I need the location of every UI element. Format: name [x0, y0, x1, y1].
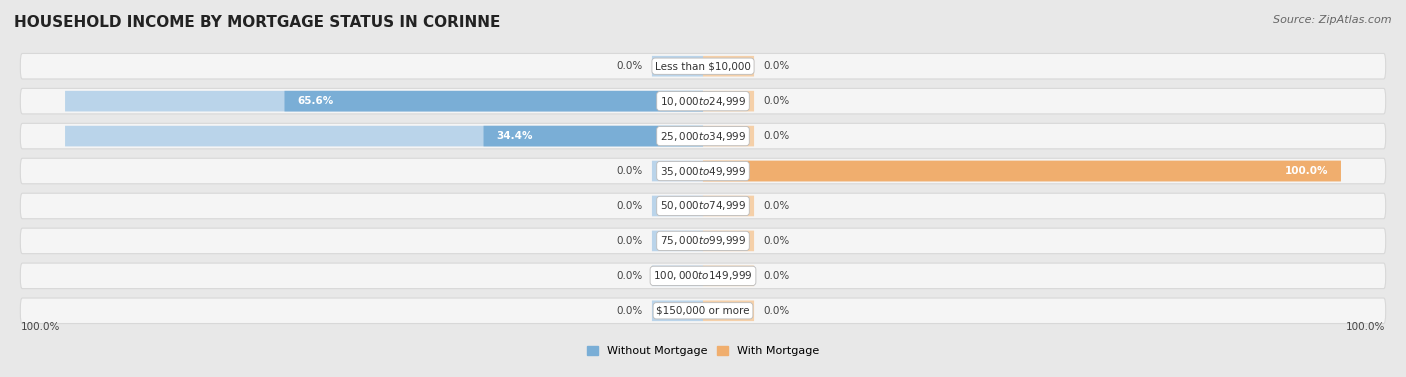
Legend: Without Mortgage, With Mortgage: Without Mortgage, With Mortgage	[582, 341, 824, 360]
Text: 0.0%: 0.0%	[616, 271, 643, 281]
FancyBboxPatch shape	[65, 126, 703, 146]
FancyBboxPatch shape	[703, 91, 754, 112]
FancyBboxPatch shape	[484, 126, 703, 146]
Text: 100.0%: 100.0%	[1346, 322, 1385, 333]
FancyBboxPatch shape	[652, 300, 703, 321]
FancyBboxPatch shape	[284, 91, 703, 112]
FancyBboxPatch shape	[65, 91, 703, 112]
FancyBboxPatch shape	[652, 196, 703, 216]
FancyBboxPatch shape	[20, 88, 1386, 114]
Text: 0.0%: 0.0%	[616, 61, 643, 71]
Text: $100,000 to $149,999: $100,000 to $149,999	[654, 269, 752, 282]
Text: 0.0%: 0.0%	[763, 236, 790, 246]
FancyBboxPatch shape	[20, 298, 1386, 323]
FancyBboxPatch shape	[703, 126, 754, 146]
Text: $150,000 or more: $150,000 or more	[657, 306, 749, 316]
FancyBboxPatch shape	[703, 196, 754, 216]
Text: Less than $10,000: Less than $10,000	[655, 61, 751, 71]
Text: 0.0%: 0.0%	[763, 131, 790, 141]
FancyBboxPatch shape	[703, 300, 754, 321]
FancyBboxPatch shape	[20, 228, 1386, 254]
Text: 0.0%: 0.0%	[616, 236, 643, 246]
Text: $25,000 to $34,999: $25,000 to $34,999	[659, 130, 747, 143]
FancyBboxPatch shape	[703, 265, 754, 286]
Text: 0.0%: 0.0%	[763, 61, 790, 71]
Text: 100.0%: 100.0%	[1285, 166, 1329, 176]
FancyBboxPatch shape	[652, 161, 703, 181]
FancyBboxPatch shape	[20, 263, 1386, 289]
FancyBboxPatch shape	[20, 158, 1386, 184]
Text: HOUSEHOLD INCOME BY MORTGAGE STATUS IN CORINNE: HOUSEHOLD INCOME BY MORTGAGE STATUS IN C…	[14, 15, 501, 30]
FancyBboxPatch shape	[20, 123, 1386, 149]
Text: 0.0%: 0.0%	[763, 201, 790, 211]
Text: 65.6%: 65.6%	[297, 96, 333, 106]
FancyBboxPatch shape	[20, 193, 1386, 219]
Text: 0.0%: 0.0%	[616, 201, 643, 211]
FancyBboxPatch shape	[652, 265, 703, 286]
Text: $50,000 to $74,999: $50,000 to $74,999	[659, 199, 747, 213]
Text: $75,000 to $99,999: $75,000 to $99,999	[659, 234, 747, 247]
Text: 0.0%: 0.0%	[763, 96, 790, 106]
FancyBboxPatch shape	[703, 161, 1341, 181]
Text: 0.0%: 0.0%	[616, 306, 643, 316]
FancyBboxPatch shape	[703, 231, 754, 251]
FancyBboxPatch shape	[652, 231, 703, 251]
Text: Source: ZipAtlas.com: Source: ZipAtlas.com	[1274, 15, 1392, 25]
Text: 0.0%: 0.0%	[763, 271, 790, 281]
FancyBboxPatch shape	[703, 161, 1341, 181]
Text: 0.0%: 0.0%	[616, 166, 643, 176]
Text: 100.0%: 100.0%	[21, 322, 60, 333]
FancyBboxPatch shape	[20, 54, 1386, 79]
FancyBboxPatch shape	[652, 56, 703, 77]
FancyBboxPatch shape	[703, 56, 754, 77]
Text: $35,000 to $49,999: $35,000 to $49,999	[659, 164, 747, 178]
Text: $10,000 to $24,999: $10,000 to $24,999	[659, 95, 747, 108]
Text: 0.0%: 0.0%	[763, 306, 790, 316]
Text: 34.4%: 34.4%	[496, 131, 533, 141]
